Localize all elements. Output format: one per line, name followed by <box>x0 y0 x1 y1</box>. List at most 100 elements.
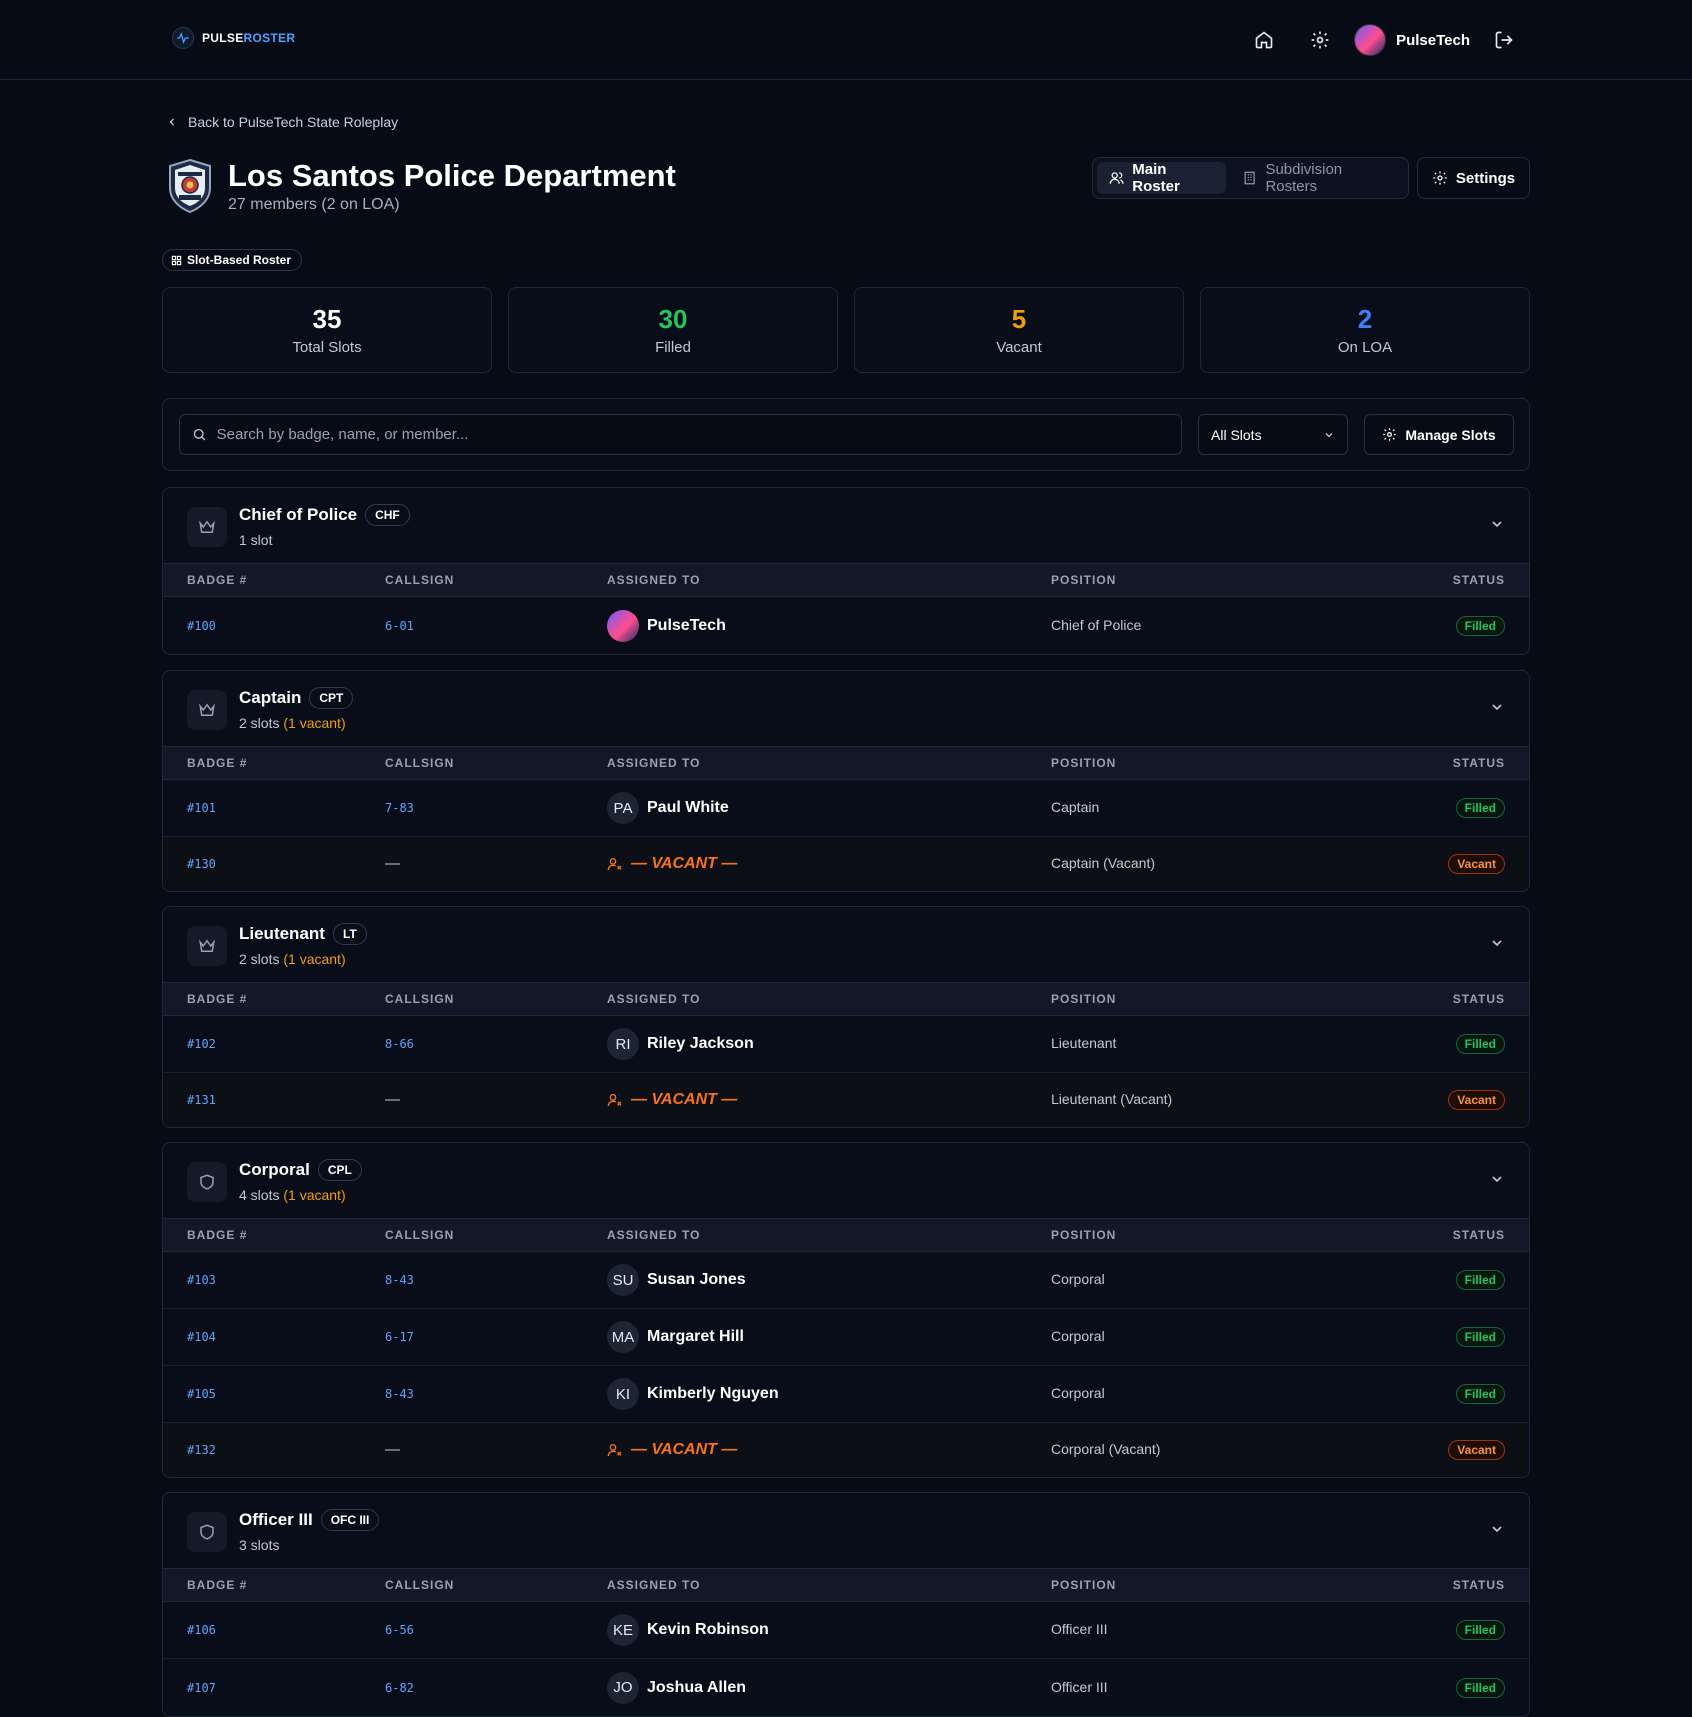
badge-number[interactable]: #107 <box>187 1680 216 1695</box>
status-badge: Vacant <box>1448 854 1505 874</box>
member-name[interactable]: Margaret Hill <box>647 1328 744 1345</box>
badge-number[interactable]: #131 <box>187 1093 216 1107</box>
chevron-down-icon[interactable] <box>1489 1171 1505 1192</box>
badge-number[interactable]: #101 <box>187 801 216 815</box>
user-name[interactable]: PulseTech <box>1396 31 1470 49</box>
rank-group-header[interactable]: Lieutenant LT 2 slots (1 vacant) <box>163 907 1529 983</box>
member-name[interactable]: Kimberly Nguyen <box>647 1385 779 1402</box>
position-cell: Corporal (Vacant) <box>1051 1441 1381 1459</box>
badge-cell: #105 <box>163 1385 385 1403</box>
member-name[interactable]: Joshua Allen <box>647 1678 746 1696</box>
manage-slots-button[interactable]: Manage Slots <box>1364 414 1514 455</box>
member-name[interactable]: Susan Jones <box>647 1271 746 1288</box>
callsign-cell: 8-43 <box>385 1271 607 1289</box>
status-cell: Vacant <box>1381 1440 1529 1460</box>
callsign-cell: 7-83 <box>385 799 607 817</box>
status-badge: Vacant <box>1448 1440 1505 1460</box>
callsign-cell: 8-43 <box>385 1385 607 1403</box>
rank-group-header[interactable]: Corporal CPL 4 slots (1 vacant) <box>163 1143 1529 1219</box>
column-header-assigned: ASSIGNED TO <box>607 1578 701 1592</box>
slot-filter-select[interactable]: All Slots <box>1198 414 1348 455</box>
member-name[interactable]: PulseTech <box>647 616 726 634</box>
table-row[interactable]: #101 7-83 PA Paul White Captain Filled <box>163 780 1529 837</box>
column-header-position: POSITION <box>1051 756 1117 770</box>
badge-number[interactable]: #104 <box>187 1330 216 1344</box>
chevron-down-icon[interactable] <box>1489 516 1505 537</box>
assigned-cell: — VACANT — <box>607 1441 1051 1459</box>
callsign: 8-66 <box>385 1037 414 1051</box>
page-title: Los Santos Police Department <box>228 158 676 193</box>
column-header-assigned: ASSIGNED TO <box>607 992 701 1006</box>
slot-count-label: 4 slots <box>239 1187 280 1203</box>
user-avatar[interactable] <box>1354 24 1387 56</box>
column-header-callsign: CALLSIGN <box>385 756 455 770</box>
member-name[interactable]: Kevin Robinson <box>647 1621 769 1638</box>
table-row[interactable]: #104 6-17 MA Margaret Hill Corporal Filled <box>163 1309 1529 1366</box>
table-row[interactable]: #105 8-43 KI Kimberly Nguyen Corporal Filled <box>163 1366 1529 1423</box>
stat-label: On LOA <box>1337 339 1393 356</box>
badge-number[interactable]: #103 <box>187 1273 216 1287</box>
home-icon[interactable] <box>1244 20 1284 60</box>
table-row[interactable]: #107 6-82 JO Joshua Allen Officer III Filled <box>163 1659 1529 1716</box>
callsign: — <box>385 855 400 872</box>
table-row[interactable]: #132 — — VACANT — Corporal (Vacant) Vacant <box>163 1423 1529 1477</box>
brand-part1: PULSE <box>202 31 244 45</box>
search-input[interactable] <box>216 426 1169 443</box>
stat-value: 5 <box>1011 304 1027 334</box>
crown-icon <box>187 690 227 730</box>
position-cell: Corporal <box>1051 1271 1381 1289</box>
table-row[interactable]: #103 8-43 SU Susan Jones Corporal Filled <box>163 1252 1529 1309</box>
filter-toolbar: All Slots Manage Slots <box>162 398 1530 471</box>
back-link[interactable]: Back to PulseTech State Roleplay <box>166 114 398 130</box>
table-header: BADGE # CALLSIGN ASSIGNED TO POSITION STATUS <box>163 983 1529 1016</box>
stat-card: 5 Vacant <box>854 287 1184 373</box>
status-badge: Filled <box>1455 615 1505 636</box>
member-name[interactable]: Paul White <box>647 799 729 816</box>
callsign: 8-43 <box>385 1387 414 1401</box>
badge-number[interactable]: #102 <box>187 1037 216 1051</box>
position-cell: Chief of Police <box>1051 617 1381 635</box>
stat-value: 35 <box>312 304 342 334</box>
chevron-down-icon[interactable] <box>1489 935 1505 956</box>
column-header-badge: BADGE # <box>187 1228 248 1242</box>
status-badge: Filled <box>1455 798 1505 818</box>
stat-card: 30 Filled <box>508 287 838 373</box>
table-row[interactable]: #100 6-01 PulseTech Chief of Police Filled <box>163 597 1529 654</box>
settings-button[interactable]: Settings <box>1417 157 1530 199</box>
member-name[interactable]: Riley Jackson <box>647 1035 754 1052</box>
rank-name: Officer III <box>239 1510 313 1529</box>
search-box[interactable] <box>179 414 1182 455</box>
column-header-callsign: CALLSIGN <box>385 1228 455 1242</box>
gear-icon[interactable] <box>1300 20 1340 60</box>
column-header-assigned: ASSIGNED TO <box>607 1228 701 1242</box>
crown-icon <box>187 926 227 966</box>
rank-group-header[interactable]: Chief of Police CHF 1 slot <box>163 488 1529 564</box>
status-cell: Filled <box>1381 1677 1529 1698</box>
roster-tabs: Main Roster Subdivision Rosters <box>1092 157 1409 199</box>
brand-logo[interactable]: PULSEROSTER <box>172 27 295 49</box>
tab-subdivision-rosters[interactable]: Subdivision Rosters <box>1230 161 1404 195</box>
badge-number[interactable]: #132 <box>187 1443 216 1457</box>
chevron-down-icon[interactable] <box>1489 1521 1505 1542</box>
column-header-status: STATUS <box>1452 1578 1505 1592</box>
table-row[interactable]: #130 — — VACANT — Captain (Vacant) Vacant <box>163 837 1529 891</box>
badge-number[interactable]: #100 <box>187 618 216 633</box>
chevron-down-icon[interactable] <box>1489 699 1505 720</box>
status-cell: Vacant <box>1381 1090 1529 1110</box>
avatar: PA <box>607 792 639 824</box>
badge-number[interactable]: #106 <box>187 1623 216 1637</box>
table-row[interactable]: #106 6-56 KE Kevin Robinson Officer III Fille… <box>163 1602 1529 1659</box>
tab-main-roster[interactable]: Main Roster <box>1097 161 1227 195</box>
rank-abbr-badge: CPT <box>309 687 354 709</box>
logout-icon[interactable] <box>1484 20 1524 60</box>
table-row[interactable]: #131 — — VACANT — Lieutenant (Vacant) Vacant <box>163 1073 1529 1127</box>
rank-group: Chief of Police CHF 1 slot BADGE # CALLSIGN A… <box>162 487 1530 655</box>
rank-group-header[interactable]: Officer III OFC III 3 slots <box>163 1493 1529 1569</box>
position-label: Corporal <box>1051 1328 1105 1344</box>
table-row[interactable]: #102 8-66 RI Riley Jackson Lieutenant Filled <box>163 1016 1529 1073</box>
badge-number[interactable]: #130 <box>187 857 216 871</box>
rank-title: Captain CPT <box>239 687 354 709</box>
rank-group-header[interactable]: Captain CPT 2 slots (1 vacant) <box>163 671 1529 747</box>
vacant-count: (1 vacant) <box>283 715 346 731</box>
badge-number[interactable]: #105 <box>187 1387 216 1401</box>
